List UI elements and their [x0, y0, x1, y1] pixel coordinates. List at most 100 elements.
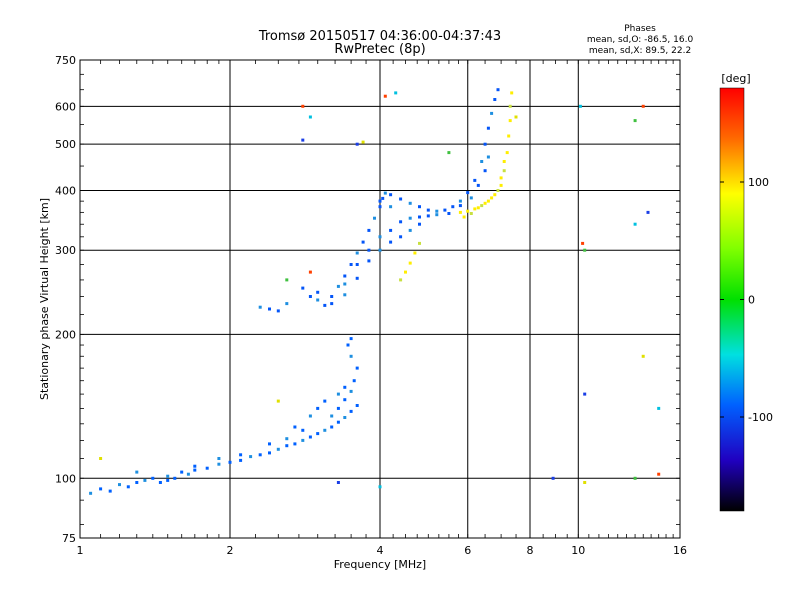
data-point	[514, 115, 518, 119]
data-point	[239, 453, 243, 457]
data-point	[389, 205, 393, 209]
data-point	[399, 235, 403, 239]
data-point	[502, 169, 506, 173]
data-point	[323, 428, 327, 432]
data-point	[343, 282, 347, 286]
data-point	[641, 104, 645, 108]
data-point	[381, 196, 385, 200]
data-point	[330, 414, 334, 418]
data-point	[466, 191, 470, 195]
y-tick-label: 300	[55, 244, 76, 257]
data-point	[373, 216, 376, 220]
data-point	[323, 303, 327, 307]
data-point	[483, 142, 487, 146]
y-tick-label: 600	[55, 100, 76, 113]
data-point	[404, 270, 407, 274]
data-point	[483, 201, 487, 205]
data-point	[496, 189, 500, 192]
stats-x-line: mean, sd,X: 89.5, 22.2	[589, 46, 691, 56]
data-point	[276, 447, 280, 451]
y-tick-label: 75	[62, 532, 76, 545]
chart-title: Tromsø 20150517 04:36:00-04:37:43	[258, 29, 501, 44]
x-tick-label: 6	[464, 544, 471, 557]
stats-o-line: mean, sd,O: -86.5, 16.0	[587, 35, 694, 45]
data-point	[258, 305, 262, 309]
colorbar-ticks: 100 0 -100	[720, 176, 773, 424]
data-point	[343, 416, 347, 419]
data-point	[293, 442, 297, 446]
data-point	[301, 138, 305, 142]
data-point	[349, 263, 353, 266]
data-point	[578, 104, 582, 108]
data-point	[458, 210, 462, 214]
data-point	[193, 464, 197, 468]
data-point	[447, 212, 451, 215]
data-point	[510, 91, 514, 95]
data-point	[349, 409, 353, 413]
data-point	[336, 284, 340, 288]
data-point	[118, 483, 121, 487]
data-point	[418, 205, 421, 209]
data-point	[367, 228, 371, 232]
data-point	[343, 398, 347, 402]
data-point	[316, 432, 320, 436]
data-point	[180, 470, 184, 474]
data-point	[458, 204, 462, 208]
x-tick-label: 1	[77, 544, 84, 557]
data-point	[447, 151, 451, 155]
x-tick-labels: 1 2 4 6 8 10 16	[77, 544, 688, 557]
data-point	[143, 478, 147, 482]
x-tick-label: 16	[673, 544, 687, 557]
data-point	[581, 241, 585, 245]
data-point	[435, 209, 439, 213]
data-point	[378, 199, 382, 203]
data-point	[389, 240, 393, 244]
y-axis-label: Stationary phase Virtual Height [km]	[38, 198, 51, 400]
data-point	[258, 453, 262, 457]
data-point	[486, 199, 490, 203]
data-point	[462, 215, 466, 219]
data-point	[435, 213, 439, 217]
data-point	[633, 476, 637, 480]
data-point	[418, 222, 421, 226]
data-point	[336, 420, 340, 424]
data-point	[499, 176, 503, 180]
data-point	[408, 261, 412, 265]
data-point	[502, 160, 506, 163]
data-point	[355, 366, 359, 370]
data-point	[217, 457, 221, 460]
data-point	[166, 478, 170, 482]
data-point	[507, 134, 511, 138]
data-point	[551, 476, 555, 480]
data-point	[451, 205, 455, 209]
data-point	[508, 119, 512, 123]
data-point	[301, 286, 305, 290]
data-point	[285, 437, 289, 441]
data-point	[426, 214, 430, 218]
data-point	[336, 406, 340, 410]
data-point	[239, 458, 243, 462]
chart-subtitle: RwPretec (8p)	[334, 42, 425, 57]
data-point	[276, 399, 280, 403]
minor-ticks	[80, 60, 680, 538]
data-point	[330, 302, 334, 306]
data-point	[473, 207, 477, 211]
data-point	[285, 444, 289, 448]
data-point	[646, 210, 650, 214]
data-point	[399, 220, 403, 224]
data-point	[285, 302, 289, 306]
data-point	[355, 251, 359, 255]
data-point	[330, 425, 334, 429]
data-point	[349, 389, 353, 393]
data-point	[389, 193, 393, 197]
data-point	[499, 183, 503, 187]
data-point	[383, 191, 387, 195]
data-point	[268, 451, 271, 455]
data-point	[408, 228, 412, 232]
data-point	[394, 91, 398, 95]
data-point	[308, 115, 312, 119]
data-point	[505, 151, 509, 155]
data-point	[399, 197, 403, 201]
data-point	[466, 209, 470, 213]
y-tick-label: 500	[55, 138, 76, 151]
